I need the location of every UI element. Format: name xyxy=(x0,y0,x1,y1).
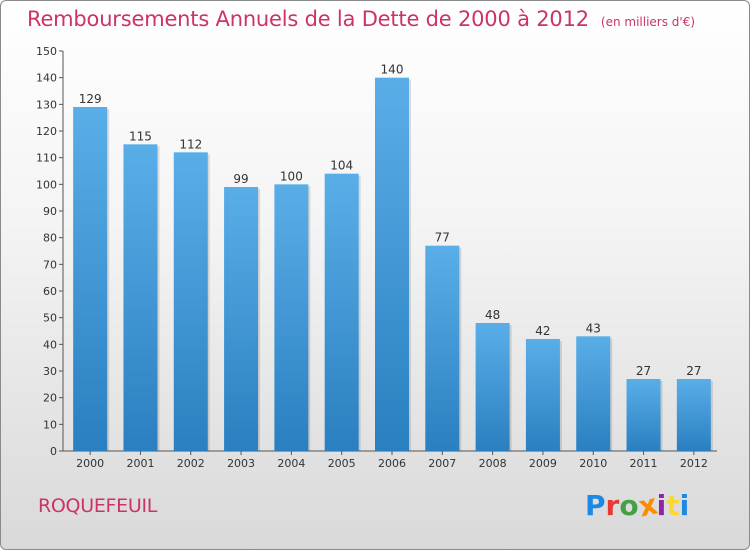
logo-letter: i xyxy=(679,489,690,522)
bar-2004 xyxy=(274,184,309,452)
y-tick-label: 40 xyxy=(43,338,57,351)
bar-2012 xyxy=(676,379,711,451)
x-tick-label: 2004 xyxy=(277,457,305,470)
x-tick-label: 2002 xyxy=(177,457,205,470)
axis-layer: 0 10 20 30 40 50 60 70 80 90 100 110 120 130 140 150 xyxy=(36,45,717,458)
x-tick-label: 2006 xyxy=(378,457,406,470)
bar-value-label: 100 xyxy=(280,169,303,183)
bar-2000 xyxy=(73,107,108,451)
x-tick-label: 2001 xyxy=(126,457,154,470)
labels-layer: 129 2000 115 2001 112 2002 99 2003 100 2004 104 200… xyxy=(76,63,708,470)
y-tick-label: 70 xyxy=(43,258,57,271)
chart-title: Remboursements Annuels de la Dette de 20… xyxy=(27,7,589,31)
bar-value-label: 43 xyxy=(586,321,601,335)
logo-letter: i xyxy=(656,489,667,522)
bar-value-label: 27 xyxy=(686,364,701,378)
y-tick-label: 80 xyxy=(43,232,57,245)
logo-letter: o xyxy=(619,489,639,522)
bar-2002 xyxy=(173,152,208,452)
x-tick-label: 2008 xyxy=(479,457,507,470)
bar-value-label: 42 xyxy=(535,324,550,338)
logo-letter: t xyxy=(666,489,680,522)
y-tick-label: 10 xyxy=(43,418,57,431)
bar-2005 xyxy=(324,173,359,451)
bar-2009 xyxy=(525,339,560,451)
bar-value-label: 48 xyxy=(485,308,500,322)
y-tick-label: 30 xyxy=(43,365,57,378)
y-tick-label: 100 xyxy=(36,178,57,191)
bar-2006 xyxy=(375,77,409,452)
y-tick-label: 150 xyxy=(36,45,57,58)
bars-layer xyxy=(73,77,713,452)
y-tick-label: 50 xyxy=(43,312,57,325)
x-tick-label: 2005 xyxy=(328,457,356,470)
y-tick-label: 60 xyxy=(43,285,57,298)
y-tick-label: 20 xyxy=(43,392,57,405)
bar-value-label: 27 xyxy=(636,364,651,378)
x-tick-label: 2007 xyxy=(428,457,456,470)
bar-2001 xyxy=(123,144,158,452)
bar-2003 xyxy=(224,187,259,451)
bar-value-label: 99 xyxy=(233,172,248,186)
logo-letter: P xyxy=(585,489,606,522)
bar-2007 xyxy=(425,245,460,451)
bar-2010 xyxy=(576,336,611,451)
bar-2011 xyxy=(626,379,661,451)
y-tick-label: 90 xyxy=(43,205,57,218)
commune-name: ROQUEFEUIL xyxy=(38,495,158,517)
x-tick-label: 2012 xyxy=(680,457,708,470)
bar-value-label: 77 xyxy=(435,231,450,245)
bar-value-label: 140 xyxy=(381,63,404,77)
y-tick-label: 140 xyxy=(36,72,57,85)
x-tick-label: 2003 xyxy=(227,457,255,470)
bar-value-label: 112 xyxy=(179,137,202,151)
bar-value-label: 104 xyxy=(330,159,353,173)
bar-value-label: 115 xyxy=(129,129,152,143)
proxiti-logo: Proxiti xyxy=(585,487,690,523)
y-tick-label: 0 xyxy=(50,445,57,458)
bar-value-label: 129 xyxy=(79,92,102,106)
y-tick-label: 110 xyxy=(36,152,57,165)
bar-2008 xyxy=(475,323,510,451)
x-tick-label: 2009 xyxy=(529,457,557,470)
x-tick-label: 2010 xyxy=(579,457,607,470)
y-tick-label: 130 xyxy=(36,98,57,111)
x-tick-label: 2011 xyxy=(630,457,658,470)
logo-letter: r xyxy=(605,489,620,522)
y-tick-label: 120 xyxy=(36,125,57,138)
x-tick-label: 2000 xyxy=(76,457,104,470)
chart-subtitle: (en milliers d'€) xyxy=(600,15,696,29)
title-row: Remboursements Annuels de la Dette de 20… xyxy=(27,7,695,31)
